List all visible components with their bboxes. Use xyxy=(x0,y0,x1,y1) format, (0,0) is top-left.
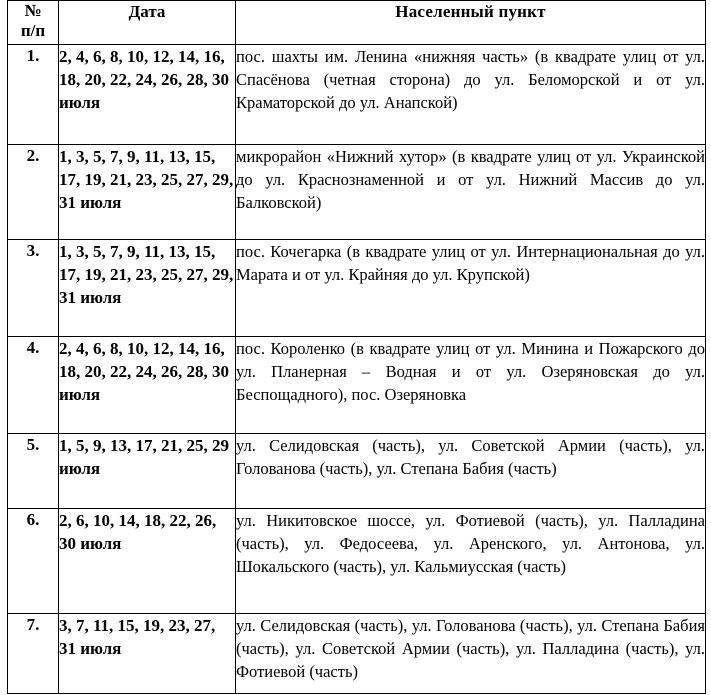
table-row: 2. 1, 3, 5, 7, 9, 11, 13, 15, 17, 19, 21… xyxy=(7,144,706,240)
table-body: 1. 2, 4, 6, 8, 10, 12, 14, 16, 18, 20, 2… xyxy=(7,44,706,694)
row-dates: 1, 5, 9, 13, 17, 21, 25, 29 июля xyxy=(58,433,236,509)
row-number: 1. xyxy=(7,44,59,145)
column-header-number-line2: п/п xyxy=(20,21,46,40)
table-row: 3. 1, 3, 5, 7, 9, 11, 13, 15, 17, 19, 21… xyxy=(7,239,706,337)
table-row: 6. 2, 6, 10, 14, 18, 22, 26, 30 июля ул.… xyxy=(7,508,706,614)
row-number: 7. xyxy=(7,613,59,694)
row-settlement: ул. Селидовская (часть), ул. Советской А… xyxy=(235,433,706,509)
row-dates: 1, 3, 5, 7, 9, 11, 13, 15, 17, 19, 21, 2… xyxy=(58,239,236,337)
column-header-date: Дата xyxy=(58,0,236,45)
row-settlement: ул. Никитовское шоссе, ул. Фотиевой (час… xyxy=(235,508,706,614)
row-number: 3. xyxy=(7,239,59,337)
row-number: 4. xyxy=(7,336,59,434)
column-header-settlement: Населенный пункт xyxy=(235,0,706,45)
column-header-number: № п/п xyxy=(7,0,59,45)
table-header-row: № п/п Дата Населенный пункт xyxy=(7,0,706,45)
table-row: 1. 2, 4, 6, 8, 10, 12, 14, 16, 18, 20, 2… xyxy=(7,44,706,145)
table-row: 4. 2, 4, 6, 8, 10, 12, 14, 16, 18, 20, 2… xyxy=(7,336,706,434)
table-row: 7. 3, 7, 11, 15, 19, 23, 27, 31 июля ул.… xyxy=(7,613,706,694)
row-dates: 3, 7, 11, 15, 19, 23, 27, 31 июля xyxy=(58,613,236,694)
row-dates: 2, 4, 6, 8, 10, 12, 14, 16, 18, 20, 22, … xyxy=(58,336,236,434)
row-number: 6. xyxy=(7,508,59,614)
row-settlement: пос. шахты им. Ленина «нижняя часть» (в … xyxy=(235,44,706,145)
row-dates: 1, 3, 5, 7, 9, 11, 13, 15, 17, 19, 21, 2… xyxy=(58,144,236,240)
row-settlement: пос. Кочегарка (в квадрате улиц от ул. И… xyxy=(235,239,706,337)
row-number: 5. xyxy=(7,433,59,509)
column-header-number-line1: № xyxy=(24,1,42,20)
row-dates: 2, 4, 6, 8, 10, 12, 14, 16, 18, 20, 22, … xyxy=(58,44,236,145)
row-settlement: пос. Короленко (в квадрате улиц от ул. М… xyxy=(235,336,706,434)
row-settlement: ул. Селидовская (часть), ул. Голованова … xyxy=(235,613,706,694)
row-settlement: микрорайон «Нижний хутор» (в квадрате ул… xyxy=(235,144,706,240)
row-dates: 2, 6, 10, 14, 18, 22, 26, 30 июля xyxy=(58,508,236,614)
water-supply-schedule-table: № п/п Дата Населенный пункт 1. 2, 4, 6, … xyxy=(7,0,706,694)
table-row: 5. 1, 5, 9, 13, 17, 21, 25, 29 июля ул. … xyxy=(7,433,706,509)
row-number: 2. xyxy=(7,144,59,240)
